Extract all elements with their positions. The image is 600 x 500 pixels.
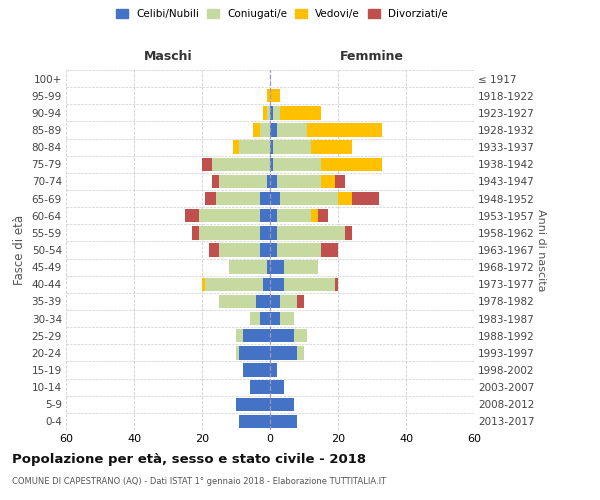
- Bar: [270, 346, 297, 360]
- Bar: [239, 140, 270, 154]
- Bar: [270, 329, 294, 342]
- Bar: [236, 329, 243, 342]
- Bar: [270, 260, 284, 274]
- Bar: [219, 294, 256, 308]
- Bar: [263, 278, 270, 291]
- Bar: [274, 158, 321, 171]
- Bar: [219, 244, 260, 256]
- Bar: [270, 158, 274, 171]
- Bar: [205, 192, 215, 205]
- Text: Maschi: Maschi: [143, 50, 193, 63]
- Y-axis label: Anni di nascita: Anni di nascita: [536, 209, 546, 291]
- Bar: [260, 226, 270, 239]
- Bar: [239, 414, 270, 428]
- Bar: [335, 174, 345, 188]
- Bar: [297, 294, 304, 308]
- Bar: [270, 174, 277, 188]
- Bar: [345, 226, 352, 239]
- Bar: [215, 192, 260, 205]
- Bar: [260, 209, 270, 222]
- Bar: [233, 140, 239, 154]
- Text: Femmine: Femmine: [340, 50, 404, 63]
- Bar: [317, 209, 328, 222]
- Bar: [260, 244, 270, 256]
- Bar: [277, 174, 321, 188]
- Bar: [270, 278, 284, 291]
- Bar: [335, 278, 338, 291]
- Bar: [239, 346, 270, 360]
- Bar: [270, 140, 274, 154]
- Bar: [260, 312, 270, 326]
- Bar: [270, 124, 277, 136]
- Y-axis label: Fasce di età: Fasce di età: [13, 215, 26, 285]
- Bar: [202, 278, 205, 291]
- Bar: [277, 244, 321, 256]
- Bar: [280, 192, 338, 205]
- Bar: [274, 140, 311, 154]
- Bar: [277, 209, 311, 222]
- Bar: [185, 209, 199, 222]
- Bar: [266, 174, 270, 188]
- Bar: [266, 106, 270, 120]
- Bar: [192, 226, 199, 239]
- Bar: [270, 209, 277, 222]
- Bar: [338, 192, 352, 205]
- Bar: [205, 278, 263, 291]
- Bar: [274, 106, 280, 120]
- Bar: [352, 192, 379, 205]
- Bar: [243, 364, 270, 376]
- Bar: [266, 260, 270, 274]
- Bar: [236, 398, 270, 411]
- Bar: [270, 106, 274, 120]
- Bar: [260, 192, 270, 205]
- Bar: [199, 209, 260, 222]
- Bar: [199, 226, 260, 239]
- Bar: [202, 158, 212, 171]
- Bar: [266, 89, 270, 102]
- Bar: [270, 380, 284, 394]
- Bar: [280, 106, 321, 120]
- Bar: [270, 244, 277, 256]
- Bar: [270, 294, 280, 308]
- Bar: [256, 294, 270, 308]
- Bar: [270, 312, 280, 326]
- Bar: [321, 158, 382, 171]
- Bar: [321, 174, 335, 188]
- Bar: [284, 260, 317, 274]
- Bar: [270, 364, 277, 376]
- Bar: [209, 244, 219, 256]
- Text: COMUNE DI CAPESTRANO (AQ) - Dati ISTAT 1° gennaio 2018 - Elaborazione TUTTITALIA: COMUNE DI CAPESTRANO (AQ) - Dati ISTAT 1…: [12, 478, 386, 486]
- Bar: [321, 244, 338, 256]
- Bar: [270, 414, 297, 428]
- Bar: [250, 380, 270, 394]
- Bar: [270, 398, 294, 411]
- Bar: [294, 329, 307, 342]
- Bar: [311, 209, 317, 222]
- Bar: [270, 89, 280, 102]
- Bar: [270, 226, 277, 239]
- Bar: [219, 174, 266, 188]
- Bar: [284, 278, 335, 291]
- Bar: [253, 124, 260, 136]
- Bar: [212, 158, 270, 171]
- Bar: [280, 294, 297, 308]
- Bar: [277, 124, 307, 136]
- Bar: [270, 192, 280, 205]
- Text: Popolazione per età, sesso e stato civile - 2018: Popolazione per età, sesso e stato civil…: [12, 452, 366, 466]
- Bar: [229, 260, 266, 274]
- Legend: Celibi/Nubili, Coniugati/e, Vedovi/e, Divorziati/e: Celibi/Nubili, Coniugati/e, Vedovi/e, Di…: [112, 5, 452, 24]
- Bar: [243, 329, 270, 342]
- Bar: [280, 312, 294, 326]
- Bar: [260, 124, 270, 136]
- Bar: [307, 124, 382, 136]
- Bar: [311, 140, 352, 154]
- Bar: [250, 312, 260, 326]
- Bar: [297, 346, 304, 360]
- Bar: [236, 346, 239, 360]
- Bar: [212, 174, 219, 188]
- Bar: [277, 226, 345, 239]
- Bar: [263, 106, 266, 120]
